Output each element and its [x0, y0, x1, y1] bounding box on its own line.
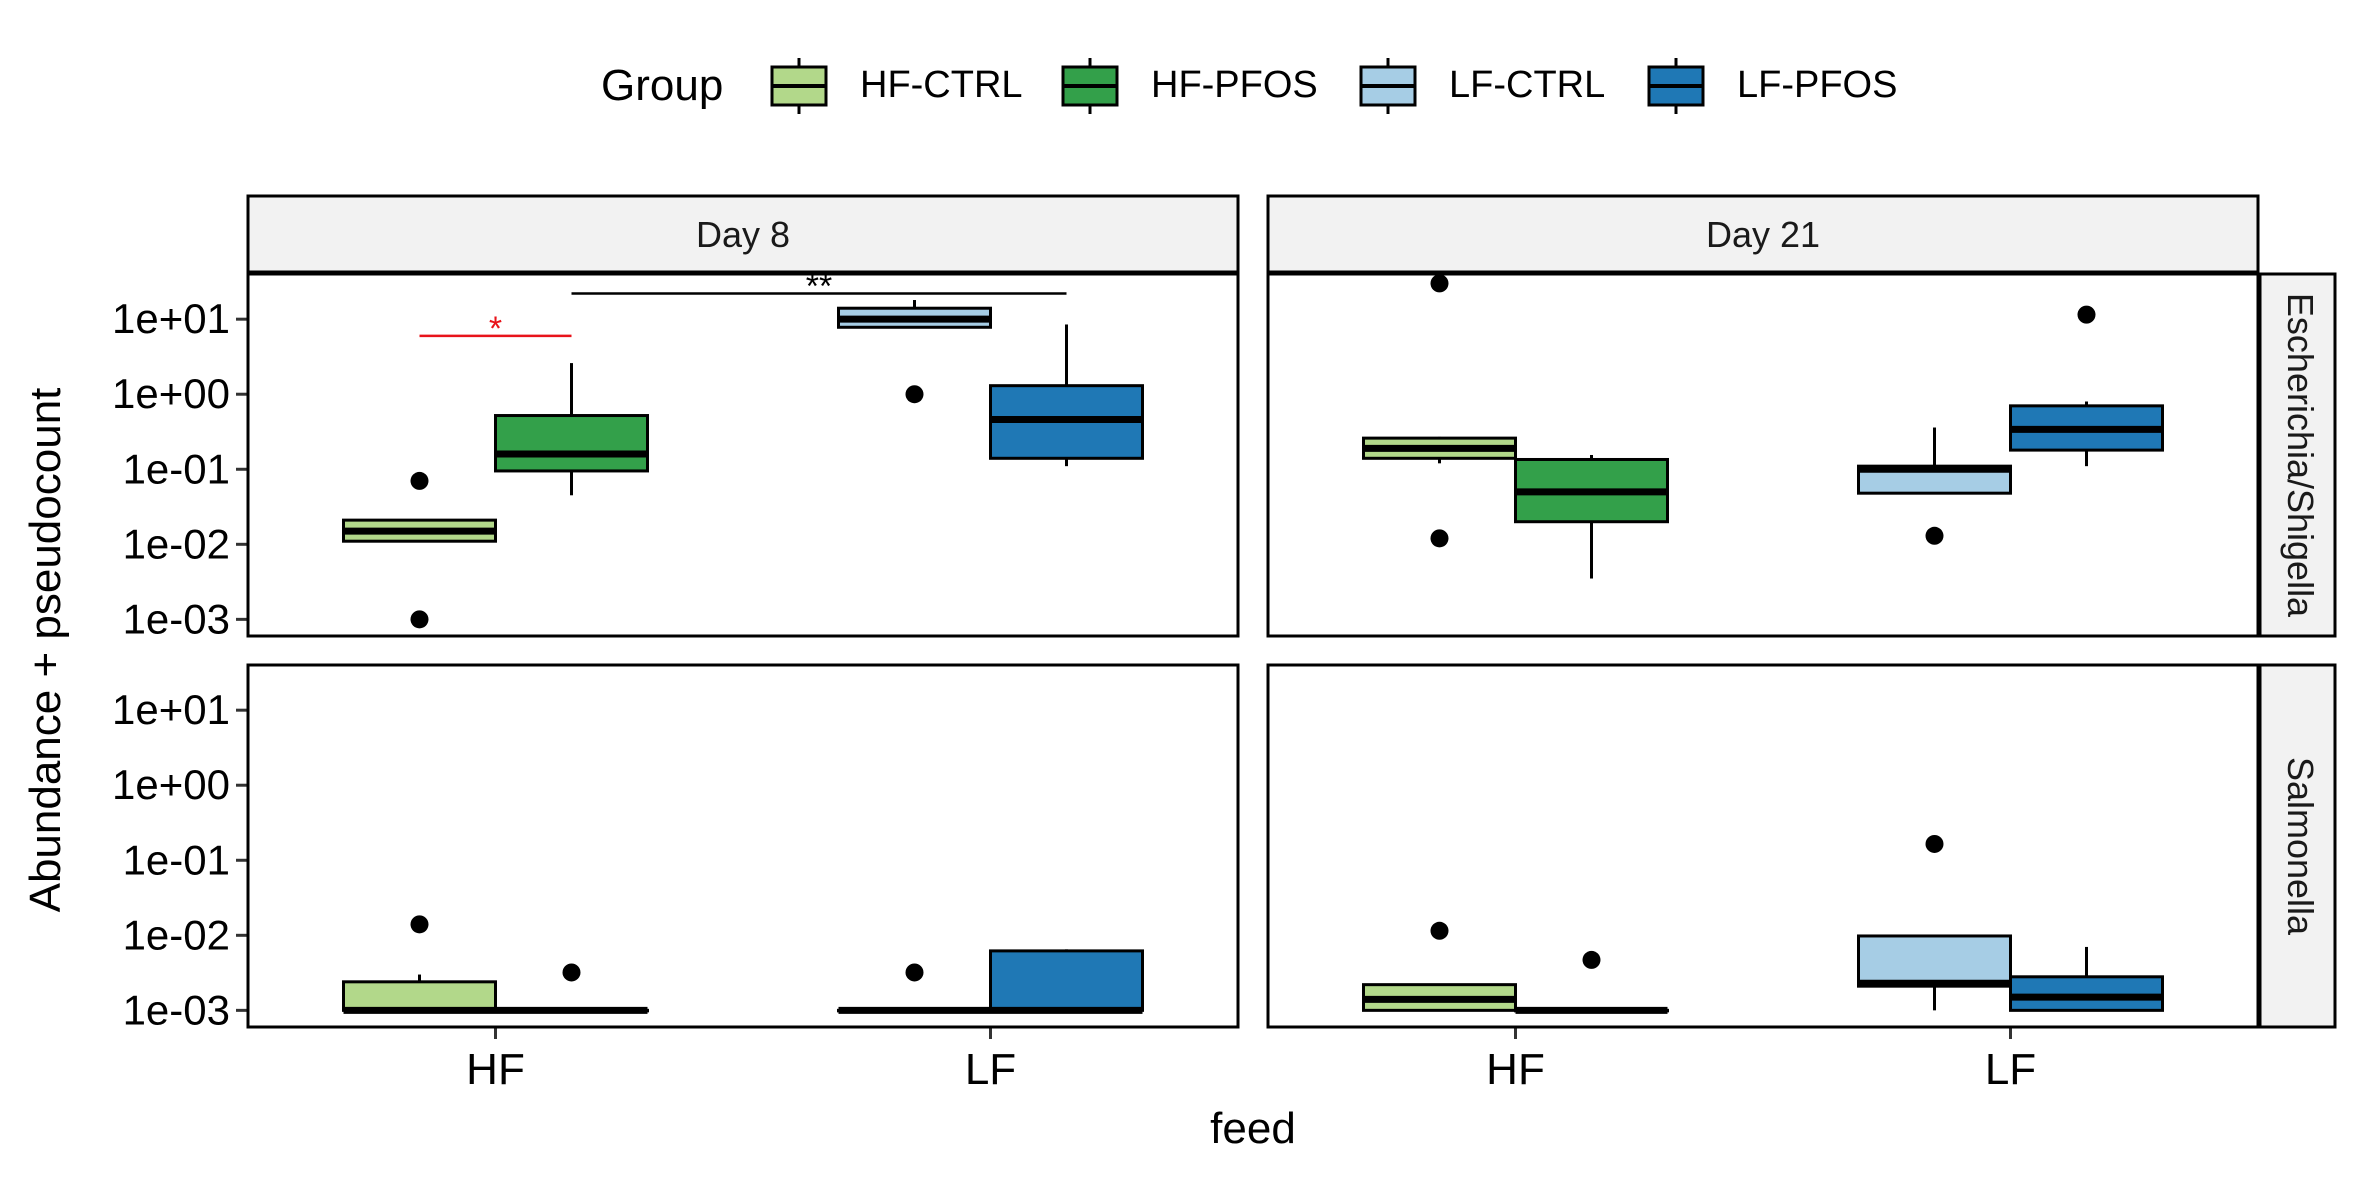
y-tick-label: 1e+01 — [112, 686, 230, 733]
facet-strip-row — [2258, 663, 2337, 1029]
box-lf-pfos — [2009, 975, 2164, 1012]
outlier-point — [410, 915, 429, 934]
panel-border — [1266, 272, 2260, 638]
legend-label-hf-pfos: HF-PFOS — [1151, 64, 1318, 106]
outlier-point — [1430, 529, 1449, 548]
legend-label-lf-ctrl: LF-CTRL — [1449, 64, 1605, 106]
facet-label-row: Salmonella — [2280, 757, 2321, 936]
panel-border — [1266, 663, 2260, 1029]
box-hf-ctrl — [342, 980, 497, 1012]
facet-label-column: Day 21 — [1706, 214, 1820, 255]
panel-border — [246, 272, 1240, 638]
y-tick-label: 1e-03 — [123, 595, 230, 642]
facet-strip-column — [1266, 194, 2260, 274]
y-tick-label: 1e-02 — [123, 520, 230, 567]
outlier-point — [410, 610, 429, 629]
legend-label-hf-ctrl: HF-CTRL — [860, 64, 1023, 106]
outlier-point — [1430, 921, 1449, 940]
y-tick-label: 1e-02 — [123, 911, 230, 958]
outlier-point — [905, 963, 924, 982]
outlier-point — [1925, 526, 1944, 545]
outlier-point — [1582, 950, 1601, 969]
outlier-point — [562, 963, 581, 982]
outlier-point — [1925, 834, 1944, 853]
facet-label-row: Escherichia/Shigella — [2280, 293, 2321, 618]
y-tick-label: 1e-01 — [123, 836, 230, 883]
x-tick-label: HF — [1486, 1045, 1545, 1094]
outlier-point — [2077, 305, 2096, 324]
y-tick-label: 1e+01 — [112, 295, 230, 342]
panel-border — [246, 663, 1240, 1029]
outlier-point — [1430, 274, 1449, 293]
y-tick-label: 1e+00 — [112, 370, 230, 417]
significance-label: * — [489, 310, 502, 348]
legend-title: Group — [601, 61, 723, 110]
facet-strip-row — [2258, 272, 2337, 638]
y-tick-label: 1e-03 — [123, 986, 230, 1033]
box-hf-pfos — [494, 414, 649, 473]
x-tick-label: LF — [1985, 1045, 2036, 1094]
x-tick-label: HF — [466, 1045, 525, 1094]
legend-label-lf-pfos: LF-PFOS — [1737, 64, 1897, 106]
y-axis-title: Abundance + pseudocount — [21, 388, 70, 913]
x-axis-title: feed — [1210, 1104, 1296, 1153]
outlier-point — [410, 471, 429, 490]
y-tick-label: 1e+00 — [112, 761, 230, 808]
facet-label-column: Day 8 — [696, 214, 790, 255]
box-lf-ctrl — [1857, 934, 2012, 988]
outlier-point — [905, 385, 924, 404]
box-lf-pfos — [989, 949, 1144, 1012]
y-tick-label: 1e-01 — [123, 445, 230, 492]
facet-strip-column — [246, 194, 1240, 274]
x-tick-label: LF — [965, 1045, 1016, 1094]
